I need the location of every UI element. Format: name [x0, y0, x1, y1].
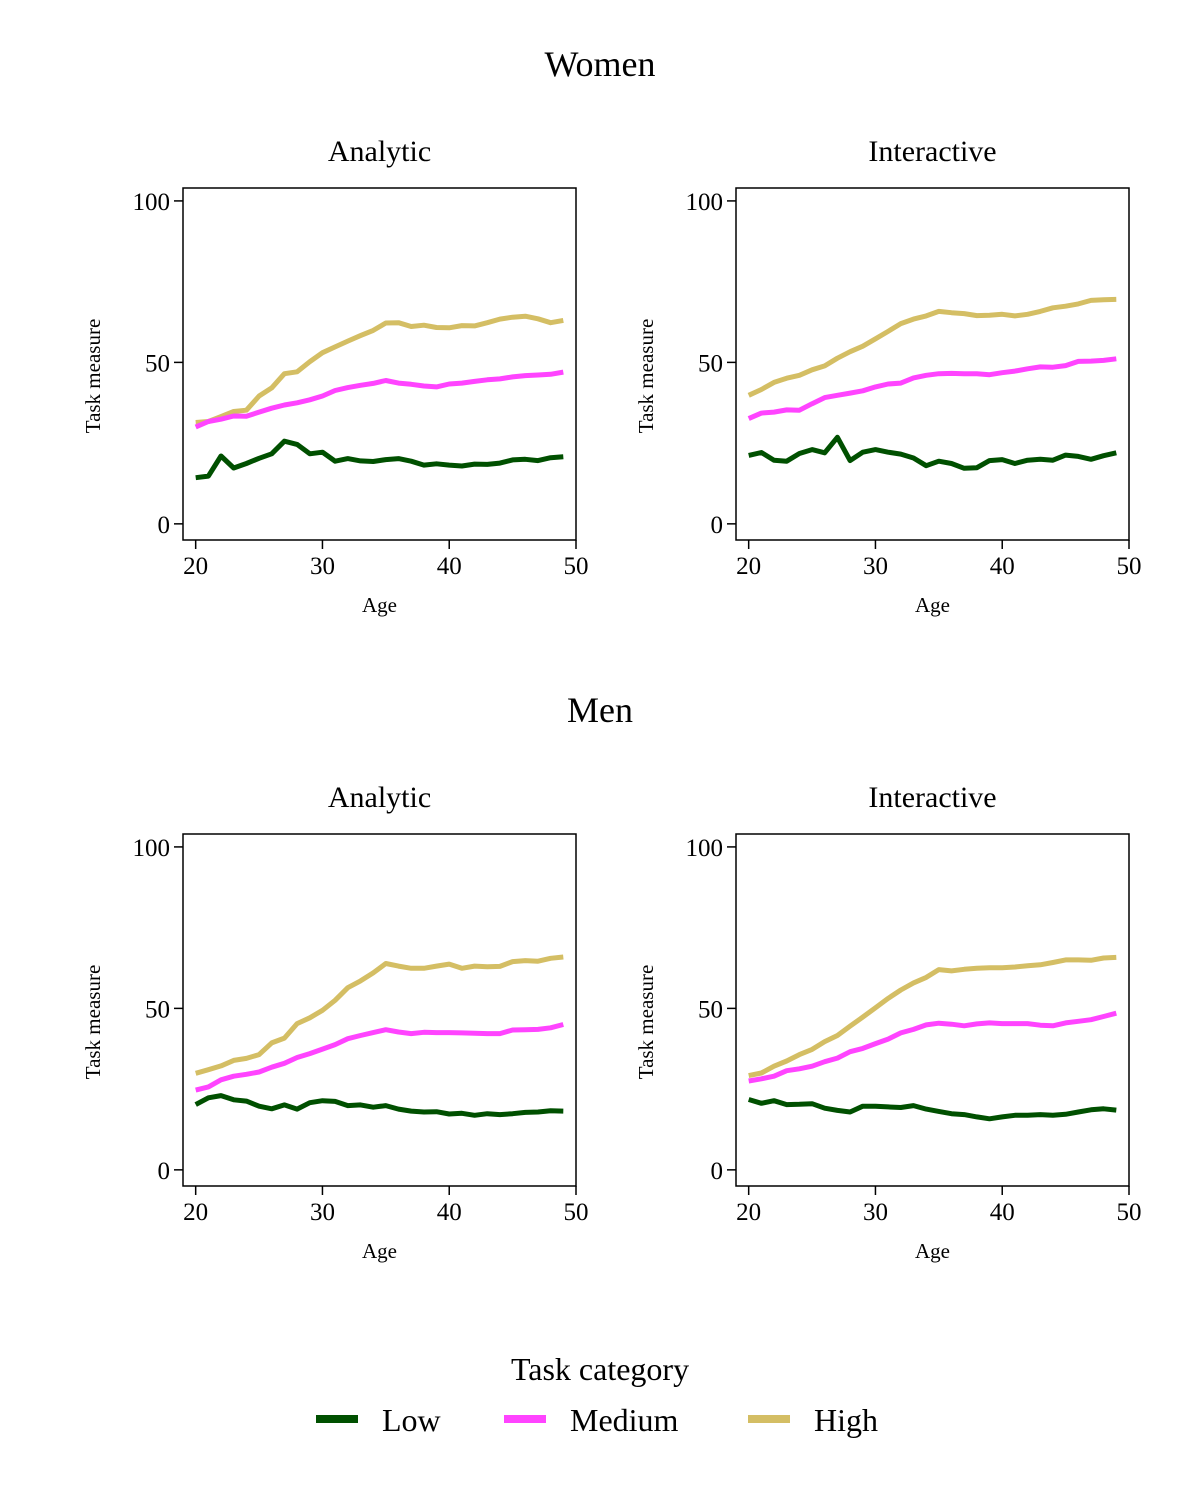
y-tick-label: 0	[711, 512, 724, 539]
panel-men-analytic: Analytic 0 50 100 20 30 40 50 Age Task measure	[81, 781, 589, 1263]
x-tick-label: 40	[990, 553, 1015, 580]
legend-label: Low	[382, 1402, 441, 1438]
x-tick-label: 20	[183, 1199, 208, 1226]
group-title-women: Women	[544, 44, 655, 84]
x-tick-label: 50	[564, 1199, 589, 1226]
series-line-low	[195, 438, 564, 481]
x-tick-label: 30	[863, 553, 888, 580]
y-tick-label: 0	[158, 512, 171, 539]
y-tick-label: 0	[158, 1158, 171, 1185]
x-tick-label: 40	[437, 553, 462, 580]
y-axis-label: Task measure	[634, 319, 658, 434]
legend-entry-low: Low	[316, 1402, 441, 1438]
y-axis-label: Task measure	[81, 965, 105, 1080]
y-axis-label: Task measure	[81, 319, 105, 434]
plot-frame	[182, 833, 577, 1187]
panel-title: Interactive	[868, 781, 996, 814]
group-title-men: Men	[567, 690, 633, 730]
series-line-medium	[747, 356, 1117, 421]
x-axis-label: Age	[915, 593, 950, 617]
y-tick-label: 50	[145, 350, 170, 377]
x-tick-label: 30	[310, 1199, 335, 1226]
panel-title: Interactive	[868, 135, 996, 168]
x-tick-label: 40	[990, 1199, 1015, 1226]
x-tick-label: 30	[863, 1199, 888, 1226]
x-axis-label: Age	[362, 1239, 397, 1263]
legend-label: Medium	[570, 1402, 679, 1438]
plot-frame	[735, 833, 1130, 1187]
y-tick-label: 50	[698, 350, 723, 377]
x-axis-label: Age	[362, 593, 397, 617]
x-tick-label: 30	[310, 553, 335, 580]
plot-frame	[182, 187, 577, 541]
x-tick-label: 50	[1117, 1199, 1142, 1226]
x-tick-label: 20	[736, 553, 761, 580]
y-tick-label: 50	[145, 996, 170, 1023]
series-line-low	[747, 1097, 1117, 1122]
series-line-medium	[748, 1010, 1117, 1084]
panel-women-analytic: Analytic 0 50 100 20 30 40 50 Age Task measure	[81, 135, 589, 617]
y-tick-label: 0	[711, 1158, 724, 1185]
series-line-medium	[195, 1022, 564, 1093]
series-line-high	[195, 313, 564, 425]
panel-title: Analytic	[328, 781, 431, 814]
panel-title: Analytic	[328, 135, 431, 168]
legend-entry-medium: Medium	[504, 1402, 679, 1438]
x-axis-label: Age	[915, 1239, 950, 1263]
x-tick-label: 20	[183, 553, 208, 580]
panel-men-interactive: Interactive 0 50 100 20 30 40 50 Age Task measure	[634, 781, 1142, 1263]
x-tick-label: 50	[1117, 553, 1142, 580]
series-line-medium	[194, 369, 564, 430]
panel-women-interactive: Interactive 0 50 100 20 30 40 50 Age Task measure	[634, 135, 1142, 617]
x-tick-label: 40	[437, 1199, 462, 1226]
y-tick-label: 50	[698, 996, 723, 1023]
legend-label: High	[814, 1402, 878, 1438]
series-line-high	[195, 954, 564, 1076]
y-tick-label: 100	[133, 189, 171, 216]
y-tick-label: 100	[133, 835, 171, 862]
legend-entry-high: High	[748, 1402, 878, 1438]
series-line-high	[747, 296, 1117, 398]
series-line-high	[748, 954, 1117, 1079]
series-line-low	[748, 434, 1117, 471]
plot-frame	[735, 187, 1130, 541]
legend-title: Task category	[511, 1351, 689, 1387]
x-tick-label: 20	[736, 1199, 761, 1226]
series-line-low	[194, 1093, 564, 1118]
y-tick-label: 100	[686, 189, 724, 216]
y-axis-label: Task measure	[634, 965, 658, 1080]
legend: Task category Low Medium High	[316, 1351, 878, 1438]
y-tick-label: 100	[686, 835, 724, 862]
x-tick-label: 50	[564, 553, 589, 580]
